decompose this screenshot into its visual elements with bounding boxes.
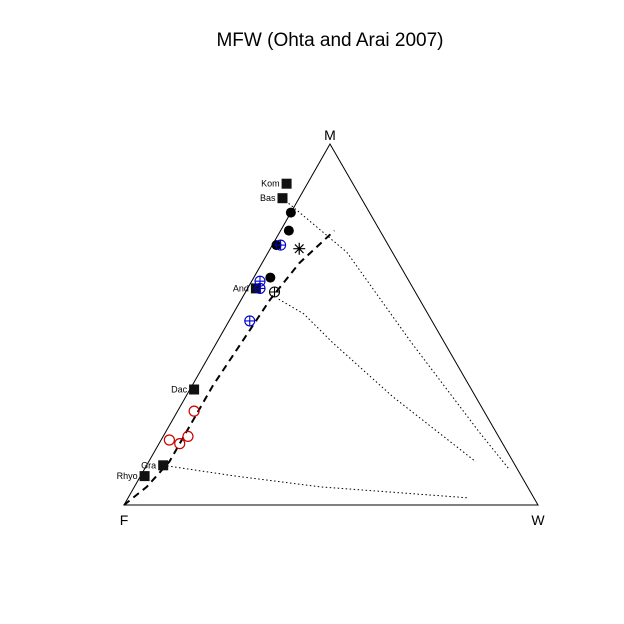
series-1-point-1 <box>285 207 296 218</box>
weathering-line-2 <box>278 298 477 463</box>
reference-marker-gra <box>158 460 169 471</box>
trend-line-group <box>123 229 336 506</box>
series-1-point-4 <box>265 272 276 283</box>
reference-marker-dac <box>189 384 200 395</box>
series-5-point-4 <box>174 438 186 450</box>
reference-label-rhyo: Rhyo <box>117 471 138 481</box>
chart-title: MFW (Ohta and Arai 2007) <box>216 30 443 51</box>
reference-label-gra: Gra <box>141 460 156 470</box>
series-1-point-2 <box>283 225 294 236</box>
series-4-point-4 <box>244 315 256 327</box>
weathering-line-3 <box>163 464 468 499</box>
series-5-point-2 <box>182 430 194 443</box>
series-5-point-3 <box>163 434 175 446</box>
vertex-label-m: M <box>324 127 336 143</box>
reference-label-kom: Kom <box>261 179 280 189</box>
series-2-point-1 <box>293 242 306 255</box>
sample-points <box>163 207 306 450</box>
reference-marker-rhyo <box>139 471 150 482</box>
reference-label-and: And <box>233 283 249 293</box>
igneous-trend-line <box>123 229 336 506</box>
series-4-point-1 <box>275 239 287 251</box>
series-5-point-1 <box>188 405 200 417</box>
reference-marker-kom <box>281 178 292 189</box>
weathering-lines <box>163 197 510 499</box>
reference-marker-bas <box>277 193 288 204</box>
vertex-label-w: W <box>531 512 545 528</box>
series-4-point-3 <box>254 282 266 294</box>
weathering-line-1 <box>282 197 510 470</box>
vertex-label-f: F <box>120 512 129 528</box>
reference-label-dac: Dac <box>171 385 188 395</box>
ternary-triangle <box>123 142 539 506</box>
reference-label-bas: Bas <box>260 193 276 203</box>
series-3-point-1 <box>268 286 281 298</box>
